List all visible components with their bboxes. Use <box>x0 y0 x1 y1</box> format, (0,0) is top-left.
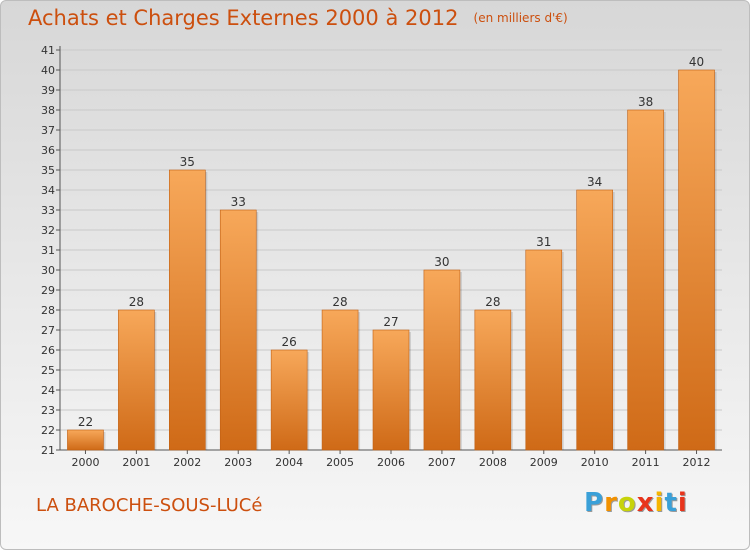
y-tick-label: 38 <box>41 104 55 117</box>
y-tick-label: 23 <box>41 404 55 417</box>
bar-2009 <box>525 249 563 451</box>
y-tick-label: 28 <box>41 304 55 317</box>
data-label: 34 <box>587 175 602 189</box>
x-tick-label: 2001 <box>122 456 150 469</box>
bar-2011 <box>627 109 664 451</box>
bar-2004 <box>270 349 308 451</box>
x-tick-label: 2008 <box>479 456 507 469</box>
y-tick-label: 24 <box>41 384 55 397</box>
data-label: 26 <box>282 335 297 349</box>
y-tick-label: 34 <box>41 184 55 197</box>
data-label: 35 <box>180 155 195 169</box>
proxiti-logo: Proxiti <box>584 488 688 518</box>
chart-header: Achats et Charges Externes 2000 à 2012 (… <box>28 6 568 30</box>
data-label: 28 <box>485 295 500 309</box>
bar-2007 <box>423 269 461 451</box>
y-tick-label: 39 <box>41 84 55 97</box>
data-label: 22 <box>78 415 93 429</box>
x-tick-label: 2005 <box>326 456 354 469</box>
logo-letter: r <box>604 488 618 518</box>
data-labels: 22 28 35 33 26 28 27 30 28 31 34 38 40 <box>78 55 704 429</box>
x-tick-label: 2006 <box>377 456 405 469</box>
bars <box>67 69 717 451</box>
logo-letter: i <box>654 488 665 518</box>
data-label: 33 <box>231 195 246 209</box>
y-tick-label: 22 <box>41 424 55 437</box>
y-tick-label: 37 <box>41 124 55 137</box>
bar-2005 <box>321 309 359 451</box>
chart-title: Achats et Charges Externes 2000 à 2012 <box>28 6 459 30</box>
y-tick-label: 32 <box>41 224 55 237</box>
bar-2006 <box>372 329 410 451</box>
bar-2002 <box>169 169 206 451</box>
logo-letter: o <box>617 488 637 518</box>
bar-2000 <box>67 429 104 451</box>
data-label: 28 <box>332 295 347 309</box>
y-tick-label: 31 <box>41 244 55 257</box>
y-tick-label: 40 <box>41 64 55 77</box>
bar-2003 <box>219 209 257 451</box>
y-tick-label: 29 <box>41 284 55 297</box>
logo-letter: i <box>677 488 688 518</box>
logo-letter: P <box>584 488 605 518</box>
data-label: 40 <box>689 55 704 69</box>
y-tick-label: 26 <box>41 344 55 357</box>
chart-unit: (en milliers d'€) <box>473 11 568 25</box>
commune-name: LA BAROCHE-SOUS-LUCé <box>36 495 263 516</box>
y-tick-label: 35 <box>41 164 55 177</box>
bar-2008 <box>474 309 512 451</box>
y-tick-label: 30 <box>41 264 55 277</box>
y-tick-label: 41 <box>41 44 55 57</box>
y-tick-label: 27 <box>41 324 55 337</box>
data-label: 30 <box>434 255 449 269</box>
data-label: 38 <box>638 95 653 109</box>
data-label: 27 <box>383 315 398 329</box>
x-tick-label: 2007 <box>428 456 456 469</box>
x-tick-label: 2010 <box>581 456 609 469</box>
y-tick-label: 33 <box>41 204 55 217</box>
bar-2012 <box>678 69 715 451</box>
x-tick-label: 2002 <box>173 456 201 469</box>
x-tick-label: 2012 <box>683 456 711 469</box>
data-label: 31 <box>536 235 551 249</box>
y-tick-label: 36 <box>41 144 55 157</box>
logo-letter: x <box>636 488 655 518</box>
bar-2001 <box>118 309 155 451</box>
x-tick-label: 2004 <box>275 456 303 469</box>
x-tick-label: 2011 <box>632 456 660 469</box>
data-label: 28 <box>129 295 144 309</box>
x-tick-label: 2009 <box>530 456 558 469</box>
x-tick-label: 2003 <box>224 456 252 469</box>
logo-letter: t <box>664 488 678 518</box>
y-tick-label: 21 <box>41 444 55 457</box>
bar-2010 <box>576 189 613 451</box>
y-tick-label: 25 <box>41 364 55 377</box>
x-tick-label: 2000 <box>71 456 99 469</box>
